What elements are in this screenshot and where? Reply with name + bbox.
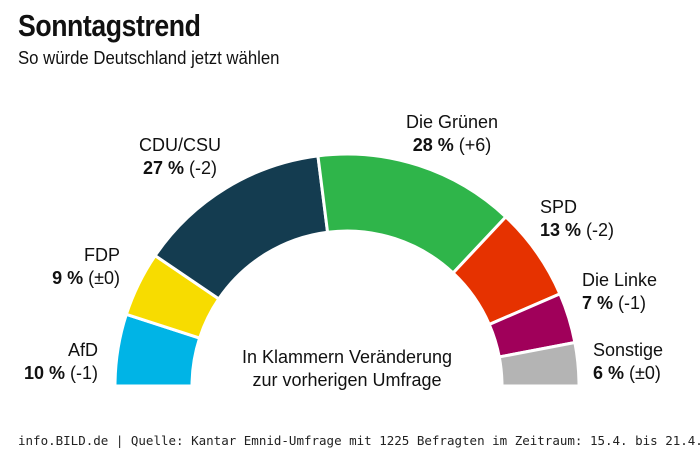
slice-change-fdp: (±0) (83, 268, 120, 288)
slice-percent-sonstige: 6 % (593, 363, 624, 383)
center-note-line-2: zur vorherigen Umfrage (252, 370, 441, 390)
slice-percent-die-grünen: 28 % (413, 135, 454, 155)
slice-percent-cdu-csu: 27 % (143, 158, 184, 178)
slice-value-die-linke: 7 % (-1) (582, 293, 646, 313)
slice-change-sonstige: (±0) (624, 363, 661, 383)
slice-value-die-grünen: 28 % (+6) (413, 135, 492, 155)
center-note-line-1: In Klammern Veränderung (242, 347, 452, 367)
slice-label-afd: AfD (68, 340, 98, 360)
slice-label-die-grünen: Die Grünen (406, 112, 498, 132)
slice-change-afd: (-1) (65, 363, 98, 383)
chart-subtitle: So würde Deutschland jetzt wählen (18, 48, 280, 68)
source-footer: info.BILD.de | Quelle: Kantar Emnid-Umfr… (18, 433, 700, 448)
slice-value-sonstige: 6 % (±0) (593, 363, 661, 383)
slice-percent-fdp: 9 % (52, 268, 83, 288)
slice-label-spd: SPD (540, 197, 577, 217)
chart-title: Sonntagstrend (18, 8, 201, 43)
slice-percent-spd: 13 % (540, 220, 581, 240)
slice-sonstige (497, 340, 581, 388)
slice-label-fdp: FDP (84, 245, 120, 265)
slice-value-fdp: 9 % (±0) (52, 268, 120, 288)
slice-percent-afd: 10 % (24, 363, 65, 383)
slice-value-afd: 10 % (-1) (24, 363, 98, 383)
slice-label-cdu-csu: CDU/CSU (139, 135, 221, 155)
slice-change-die-linke: (-1) (613, 293, 646, 313)
slice-value-cdu-csu: 27 % (-2) (143, 158, 217, 178)
slice-change-die-grünen: (+6) (454, 135, 492, 155)
slice-change-cdu-csu: (-2) (184, 158, 217, 178)
slice-value-spd: 13 % (-2) (540, 220, 614, 240)
slice-label-die-linke: Die Linke (582, 270, 657, 290)
slice-label-sonstige: Sonstige (593, 340, 663, 360)
slice-change-spd: (-2) (581, 220, 614, 240)
slice-percent-die-linke: 7 % (582, 293, 613, 313)
